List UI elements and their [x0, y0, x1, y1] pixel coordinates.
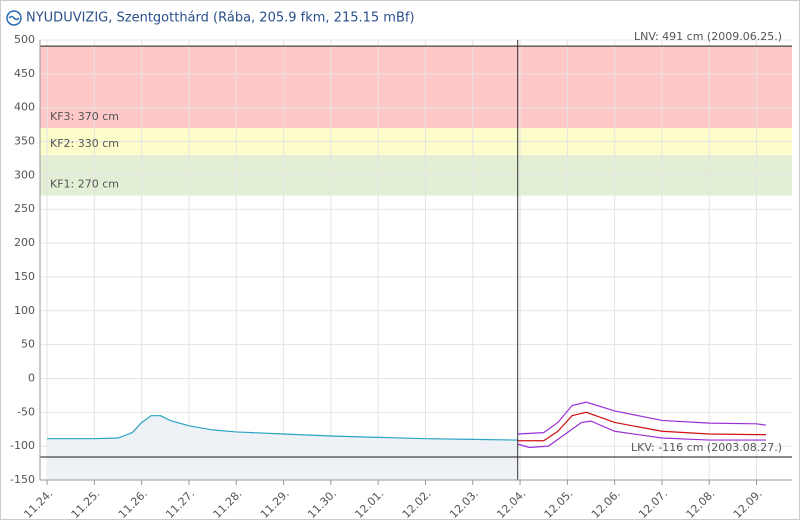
y-tick-label: 500: [14, 33, 35, 46]
chart-title: NYUDUVIZIG, Szentgotthárd (Rába, 205.9 f…: [26, 11, 415, 26]
y-tick-label: -100: [10, 439, 35, 452]
alert-band: [40, 46, 792, 128]
logo-wave: [8, 15, 20, 21]
line: [517, 420, 766, 449]
band-label: KF3: 370 cm: [50, 110, 119, 123]
y-tick-label: 200: [14, 236, 35, 249]
y-tick-label: 250: [14, 202, 35, 215]
line: [517, 401, 767, 435]
y-tick-label: -150: [10, 473, 35, 486]
y-tick-label: 150: [14, 270, 35, 283]
y-tick-label: -50: [17, 405, 35, 418]
y-tick-label: 350: [14, 135, 35, 148]
extreme-label: LNV: 491 cm (2009.06.25.): [634, 30, 782, 43]
extreme-label: LKV: -116 cm (2003.08.27.): [631, 441, 782, 454]
band-label: KF1: 270 cm: [50, 178, 119, 191]
area: [47, 415, 518, 480]
y-tick-label: 50: [21, 338, 35, 351]
y-tick-label: 300: [14, 168, 35, 181]
y-tick-label: 0: [28, 371, 35, 384]
y-tick-label: 400: [14, 101, 35, 114]
band-label: KF2: 330 cm: [50, 137, 119, 150]
line: [47, 415, 518, 441]
y-tick-label: 450: [14, 67, 35, 80]
y-tick-label: 100: [14, 304, 35, 317]
line: [517, 411, 766, 442]
